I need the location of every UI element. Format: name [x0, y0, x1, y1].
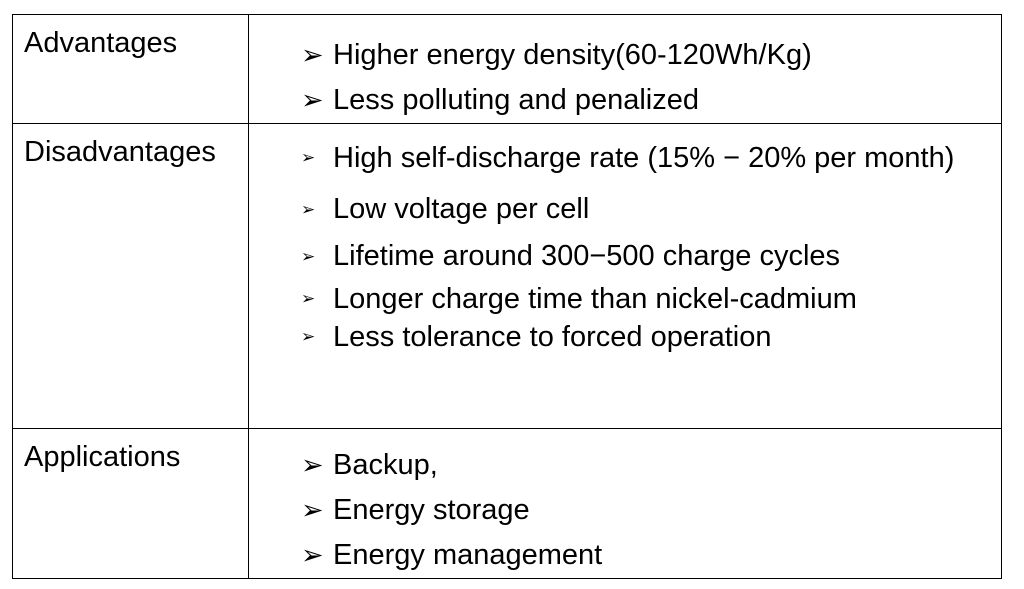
arrow-bullet-icon: ➢: [301, 148, 316, 167]
row-label-cell: Applications: [12, 428, 249, 579]
bullet-list: ➢ High self-discharge rate (15% − 20% pe…: [249, 124, 1001, 356]
arrow-bullet-icon: ➢: [301, 540, 324, 570]
list-item-text: Higher energy density(60-120Wh/Kg): [333, 39, 812, 71]
list-item: ➢ Low voltage per cell: [301, 186, 991, 233]
list-item-text: Lifetime around 300−500 charge cycles: [333, 240, 841, 272]
row-items-cell: ➢ Higher energy density(60-120Wh/Kg) ➢ L…: [248, 14, 1002, 124]
list-item: ➢ Longer charge time than nickel-cadmium: [301, 280, 991, 318]
table-row-advantages: Advantages ➢ Higher energy density(60-12…: [12, 14, 1002, 124]
arrow-bullet-icon: ➢: [301, 85, 324, 115]
list-item-text: Longer charge time than nickel-cadmium: [333, 283, 857, 315]
table-row-applications: Applications ➢ Backup, ➢ Energy storage …: [12, 428, 1002, 579]
row-label-cell: Disadvantages: [12, 123, 249, 429]
list-item-text: Less tolerance to forced operation: [333, 321, 772, 353]
list-item-text: Energy storage: [333, 494, 530, 526]
arrow-bullet-icon: ➢: [301, 200, 316, 219]
arrow-bullet-icon: ➢: [301, 495, 324, 525]
arrow-bullet-icon: ➢: [301, 327, 316, 346]
list-item: ➢ Less polluting and penalized: [301, 78, 991, 123]
arrow-bullet-icon: ➢: [301, 247, 316, 266]
row-label: Disadvantages: [24, 136, 216, 168]
row-label-cell: Advantages: [12, 14, 249, 124]
bullet-list: ➢ Higher energy density(60-120Wh/Kg) ➢ L…: [249, 15, 1001, 123]
row-label: Advantages: [24, 27, 178, 59]
list-item: ➢ Higher energy density(60-120Wh/Kg): [301, 33, 991, 78]
row-items-cell: ➢ Backup, ➢ Energy storage ➢ Energy mana…: [248, 428, 1002, 579]
list-item: ➢ Energy management: [301, 533, 991, 578]
list-item-text: Backup,: [333, 449, 438, 481]
list-item: ➢ Backup,: [301, 443, 991, 488]
properties-table: Advantages ➢ Higher energy density(60-12…: [12, 14, 1002, 579]
list-item-text: High self-discharge rate (15% − 20% per …: [333, 142, 955, 174]
row-label: Applications: [24, 441, 181, 473]
list-item: ➢ Lifetime around 300−500 charge cycles: [301, 233, 991, 280]
list-item: ➢ High self-discharge rate (15% − 20% pe…: [301, 130, 991, 186]
arrow-bullet-icon: ➢: [301, 40, 324, 70]
list-item: ➢ Less tolerance to forced operation: [301, 318, 991, 356]
list-item-text: Low voltage per cell: [333, 193, 590, 225]
list-item: ➢ Energy storage: [301, 488, 991, 533]
table-row-disadvantages: Disadvantages ➢ High self-discharge rate…: [12, 123, 1002, 429]
bullet-list: ➢ Backup, ➢ Energy storage ➢ Energy mana…: [249, 429, 1001, 578]
row-items-cell: ➢ High self-discharge rate (15% − 20% pe…: [248, 123, 1002, 429]
arrow-bullet-icon: ➢: [301, 450, 324, 480]
arrow-bullet-icon: ➢: [301, 289, 316, 308]
list-item-text: Less polluting and penalized: [333, 84, 699, 116]
list-item-text: Energy management: [333, 539, 603, 571]
